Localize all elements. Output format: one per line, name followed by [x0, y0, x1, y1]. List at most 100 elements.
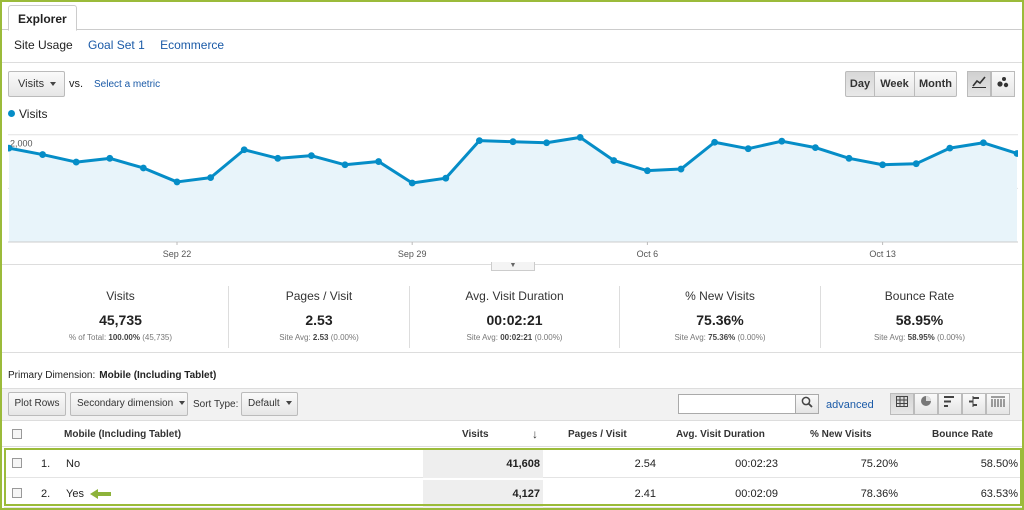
data-point[interactable]	[980, 139, 987, 147]
row-checkbox[interactable]	[12, 458, 22, 468]
data-point[interactable]	[711, 138, 718, 146]
search-icon[interactable]	[795, 394, 819, 414]
row-bounce-rate: 58.50%	[980, 458, 1018, 470]
scorecard-sub: Site Avg: 2.53 (0.00%)	[279, 333, 359, 342]
data-point[interactable]	[72, 158, 80, 166]
data-point[interactable]	[375, 158, 382, 165]
chart-resize-handle[interactable]: ▼	[491, 262, 535, 271]
table-view-icon[interactable]	[890, 393, 914, 415]
data-point[interactable]	[845, 154, 853, 162]
advanced-filter-link[interactable]: advanced	[826, 399, 874, 411]
column-header-dimension[interactable]: Mobile (Including Tablet)	[64, 429, 182, 440]
tab-explorer[interactable]: Explorer	[8, 5, 77, 31]
subtab-goal-set-1[interactable]: Goal Set 1	[88, 38, 145, 52]
granularity-week-button[interactable]: Week	[874, 71, 915, 97]
scorecard-visits[interactable]: Visits 45,735 % of Total: 100.00% (45,73…	[14, 284, 227, 350]
row-dimension[interactable]: No	[66, 458, 81, 470]
metric-select-label: Visits	[18, 78, 45, 90]
scorecard-label: Visits	[106, 289, 135, 303]
data-point[interactable]	[744, 145, 752, 153]
plot-rows-button[interactable]: Plot Rows	[8, 392, 66, 416]
column-header-visits[interactable]: Visits	[462, 429, 489, 440]
subtab-site-usage[interactable]: Site Usage	[14, 38, 73, 52]
sort-descending-icon[interactable]: ↓	[532, 427, 538, 441]
x-tick-label: Sep 29	[398, 249, 427, 259]
column-header-new-visits[interactable]: % New Visits	[810, 429, 872, 440]
select-metric-link[interactable]: Select a metric	[94, 79, 161, 90]
scorecard-avg-visit-duration[interactable]: Avg. Visit Duration 00:02:21 Site Avg: 0…	[410, 284, 619, 350]
scorecard-sub: Site Avg: 58.95% (0.00%)	[873, 333, 966, 342]
data-point[interactable]	[543, 139, 550, 147]
table-search-input[interactable]	[678, 394, 796, 414]
data-point[interactable]	[207, 174, 215, 182]
data-point[interactable]	[812, 144, 819, 151]
visits-area	[9, 137, 1017, 242]
data-point[interactable]	[173, 178, 181, 186]
metric-select[interactable]: Visits	[8, 71, 65, 97]
scorecard-value: 58.95%	[895, 312, 944, 328]
x-tick-label: Oct 6	[637, 249, 659, 259]
divider	[2, 352, 1022, 353]
data-point[interactable]	[8, 144, 13, 152]
data-point[interactable]	[509, 138, 517, 146]
data-point[interactable]	[946, 144, 954, 152]
divider	[409, 286, 410, 348]
data-point[interactable]	[476, 137, 483, 145]
granularity-day-button[interactable]: Day	[845, 71, 875, 97]
select-all-checkbox[interactable]	[12, 429, 22, 439]
data-point[interactable]	[677, 165, 685, 173]
data-point[interactable]	[39, 151, 46, 158]
data-point[interactable]	[442, 174, 450, 182]
motion-chart-icon[interactable]	[991, 71, 1015, 97]
data-point[interactable]	[274, 154, 282, 162]
granularity-month-button[interactable]: Month	[914, 71, 957, 97]
data-point[interactable]	[778, 137, 786, 145]
data-point[interactable]	[879, 161, 886, 169]
divider	[619, 286, 620, 348]
line-chart-icon[interactable]	[967, 71, 991, 97]
column-header-pages-per-visit[interactable]: Pages / Visit	[568, 429, 627, 440]
secondary-dimension-select[interactable]: Secondary dimension	[70, 392, 188, 416]
data-point[interactable]	[644, 167, 651, 175]
scorecard-label: Avg. Visit Duration	[465, 289, 564, 303]
scorecard-new-visits[interactable]: % New Visits 75.36% Site Avg: 75.36% (0.…	[620, 284, 820, 350]
subtab-ecommerce[interactable]: Ecommerce	[160, 38, 225, 52]
comparison-view-icon[interactable]	[962, 393, 986, 415]
scorecards: Visits 45,735 % of Total: 100.00% (45,73…	[14, 284, 1018, 350]
data-point[interactable]	[341, 161, 349, 169]
primary-dimension-value[interactable]: Mobile (Including Tablet)	[99, 370, 217, 381]
pivot-view-icon[interactable]	[986, 393, 1010, 415]
data-point[interactable]	[1013, 150, 1018, 157]
secondary-dimension-label: Secondary dimension	[77, 398, 174, 409]
data-point[interactable]	[106, 154, 114, 162]
chevron-down-icon	[50, 82, 57, 87]
scorecard-label: % New Visits	[685, 289, 755, 303]
primary-dimension-label: Primary Dimension:	[8, 370, 96, 381]
row-bounce-rate: 63.53%	[980, 488, 1018, 500]
scorecard-value: 45,735	[99, 312, 142, 328]
column-header-avg-visit-duration[interactable]: Avg. Visit Duration	[676, 429, 765, 440]
performance-view-icon[interactable]	[938, 393, 962, 415]
scorecard-value: 75.36%	[696, 312, 744, 328]
data-point[interactable]	[912, 160, 920, 168]
data-point[interactable]	[308, 152, 315, 160]
scorecard-value: 2.53	[305, 312, 333, 328]
data-point[interactable]	[140, 164, 147, 172]
sort-type-value: Default	[248, 398, 280, 409]
column-header-bounce-rate[interactable]: Bounce Rate	[932, 429, 994, 440]
x-tick-label: Sep 22	[163, 249, 192, 259]
data-point[interactable]	[408, 179, 416, 187]
table-row[interactable]: 2. Yes 4,127 2.41 00:02:09 78.36% 63.53%	[4, 480, 1022, 508]
sort-type-select[interactable]: Default	[241, 392, 298, 416]
table-row[interactable]: 1. No 41,608 2.54 00:02:23 75.20% 58.50%	[4, 450, 1022, 478]
row-checkbox[interactable]	[12, 488, 22, 498]
data-point[interactable]	[576, 134, 584, 141]
data-point[interactable]	[240, 146, 248, 154]
scorecard-pages-per-visit[interactable]: Pages / Visit 2.53 Site Avg: 2.53 (0.00%…	[229, 284, 409, 350]
data-point[interactable]	[610, 157, 618, 164]
row-dimension[interactable]: Yes	[66, 488, 84, 500]
pie-view-icon[interactable]	[914, 393, 938, 415]
scorecard-label: Bounce Rate	[884, 289, 955, 303]
scorecard-bounce-rate[interactable]: Bounce Rate 58.95% Site Avg: 58.95% (0.0…	[821, 284, 1018, 350]
